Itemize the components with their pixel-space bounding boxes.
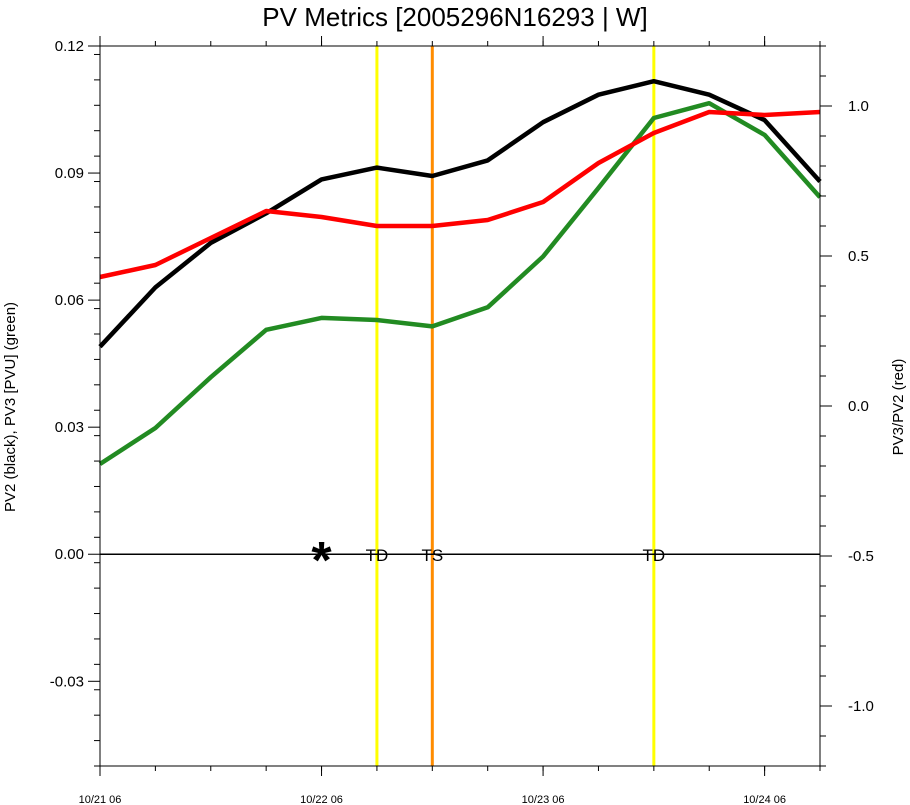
plot-frame: [99, 45, 821, 767]
event-label: TS: [421, 546, 443, 565]
x-tick-label: 10/23 06: [522, 794, 565, 805]
right-tick-label: 0.0: [848, 398, 869, 415]
series-line-1: [98, 78, 822, 349]
right-tick-label: -0.5: [848, 548, 874, 565]
series-line-2: [98, 100, 822, 466]
left-tick-label: 0.03: [55, 419, 84, 436]
left-tick-label: -0.03: [50, 673, 84, 690]
plot-area: 0.12 0.09 0.06 0.03 0.00 -0.03 1.0 0.5 0.0 -0.5 -1…: [50, 36, 874, 805]
left-tick-label: 0.12: [55, 38, 84, 55]
chart-title: PV Metrics [2005296N16293 | W]: [262, 2, 647, 32]
right-tick-label: 1.0: [848, 98, 869, 115]
left-tick-label: 0.00: [55, 546, 84, 563]
left-tick-label: 0.06: [55, 292, 84, 309]
y-axis-label-right: PV3/PV2 (red): [890, 359, 907, 456]
event-label: TD: [643, 546, 666, 565]
right-tick-label: -1.0: [848, 698, 874, 715]
event-label: TD: [366, 546, 389, 565]
x-tick-label: 10/21 06: [79, 794, 122, 805]
right-tick-label: 0.5: [848, 248, 869, 265]
x-tick-label: 10/24 06: [743, 794, 786, 805]
y-axis-label-left: PV2 (black), PV3 [PVU] (green): [2, 302, 19, 512]
genesis-marker: *: [311, 532, 332, 590]
x-tick-label: 10/22 06: [300, 794, 343, 805]
series-line-3: [99, 109, 821, 280]
left-tick-label: 0.09: [55, 165, 84, 182]
